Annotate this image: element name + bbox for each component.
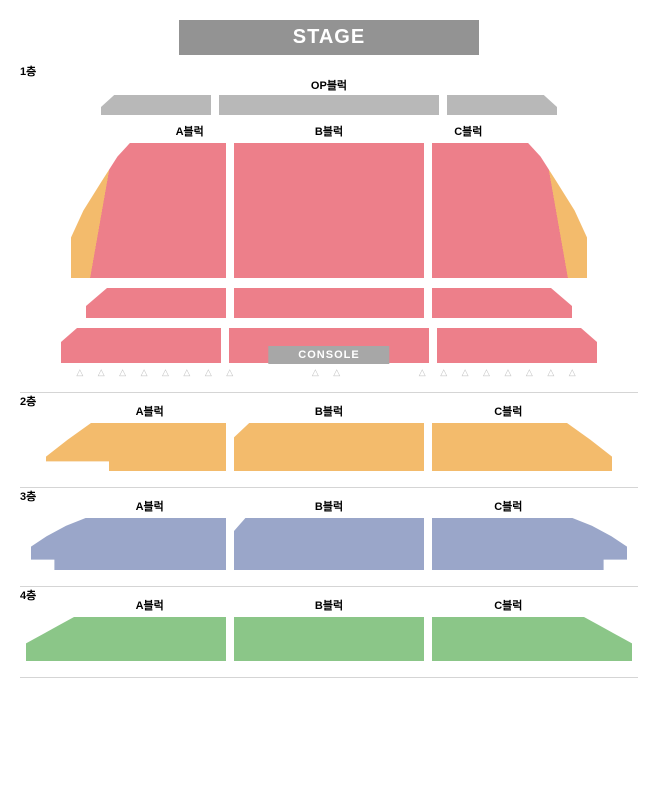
- block-b-label: B블럭: [259, 123, 398, 139]
- floor-1-label: 1층: [20, 63, 36, 79]
- f3-block-0[interactable]: [31, 518, 226, 570]
- floor-2: 2층 A블럭 B블럭 C블럭: [20, 393, 638, 488]
- block-a-label: A블럭: [60, 597, 239, 613]
- f4-block-0[interactable]: [26, 617, 226, 661]
- block-c-label: C블럭: [419, 498, 598, 514]
- f1-bottom-block-2[interactable]: [437, 328, 597, 363]
- f4-block-1[interactable]: [234, 617, 424, 661]
- f1-main-block-1[interactable]: [234, 143, 424, 278]
- f1-mid-block-2[interactable]: [432, 288, 572, 318]
- anchor-marks: △ △ △ △ △ △ △ △△ △△ △ △ △ △ △ △ △: [20, 365, 638, 378]
- block-c-label: C블럭: [419, 597, 598, 613]
- floor1-mid-row: [20, 288, 638, 318]
- console-label: CONSOLE: [268, 346, 389, 364]
- op-block-2[interactable]: [447, 95, 557, 115]
- floor-1: 1층 OP블럭 A블럭 B블럭 C블럭 CONSOLE △ △ △ △ △ △ …: [20, 63, 638, 393]
- floor-4: 4층 A블럭 B블럭 C블럭: [20, 587, 638, 678]
- f3-block-1[interactable]: [234, 518, 424, 570]
- f1-bottom-block-0[interactable]: [61, 328, 221, 363]
- op-blocks-row: [20, 95, 638, 115]
- op-block-label: OP블럭: [20, 77, 638, 93]
- f1-mid-block-0[interactable]: [86, 288, 226, 318]
- floor-4-label: 4층: [20, 587, 36, 603]
- floor4-row: [20, 617, 638, 661]
- block-b-label: B블럭: [239, 498, 418, 514]
- block-a-label: A블럭: [120, 123, 259, 139]
- f4-block-2[interactable]: [432, 617, 632, 661]
- block-a-label: A블럭: [60, 498, 239, 514]
- f2-block-1[interactable]: [234, 423, 424, 471]
- block-b-label: B블럭: [239, 597, 418, 613]
- floor1-main-row: [20, 143, 638, 278]
- f2-block-2[interactable]: [432, 423, 612, 471]
- f3-block-2[interactable]: [432, 518, 627, 570]
- f1-main-block-2[interactable]: [432, 143, 587, 278]
- block-a-label: A블럭: [60, 403, 239, 419]
- block-b-label: B블럭: [239, 403, 418, 419]
- op-block-1[interactable]: [219, 95, 439, 115]
- block-c-label: C블럭: [399, 123, 538, 139]
- block-c-label: C블럭: [419, 403, 598, 419]
- stage-bar: STAGE: [179, 20, 479, 55]
- op-block-0[interactable]: [101, 95, 211, 115]
- f1-main-block-0[interactable]: [71, 143, 226, 278]
- f1-mid-block-1[interactable]: [234, 288, 424, 318]
- floor-2-label: 2층: [20, 393, 36, 409]
- floor-3: 3층 A블럭 B블럭 C블럭: [20, 488, 638, 587]
- floor2-row: [20, 423, 638, 471]
- floor-3-label: 3층: [20, 488, 36, 504]
- floor3-row: [20, 518, 638, 570]
- f2-block-0[interactable]: [46, 423, 226, 471]
